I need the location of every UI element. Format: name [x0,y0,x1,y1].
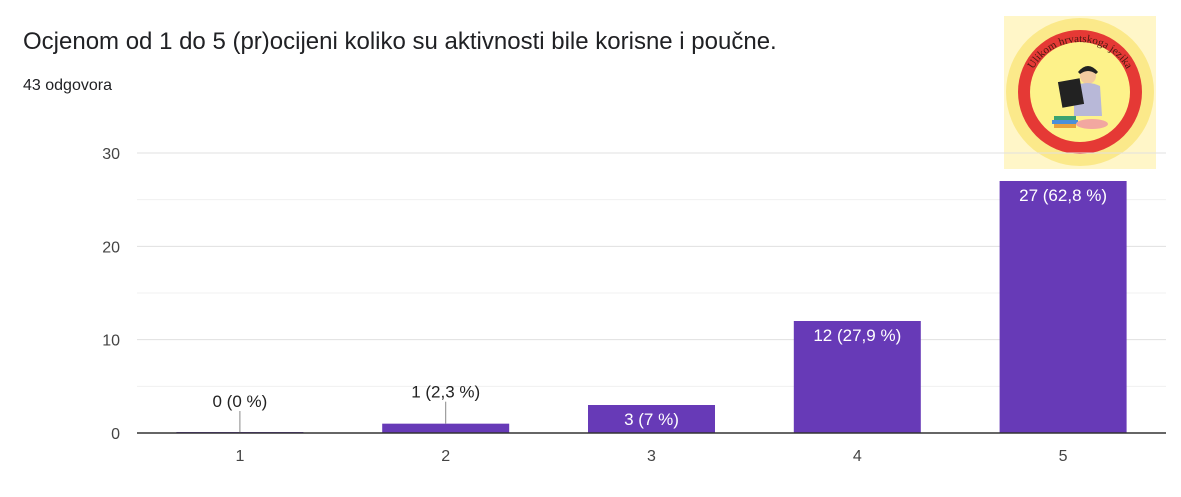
bar [382,423,510,433]
y-tick-label: 30 [102,146,120,163]
x-tick-label: 3 [647,448,656,465]
bar [588,405,715,433]
reader-figure-icon [1052,66,1108,129]
y-tick-label: 20 [102,239,120,256]
data-label: 0 (0 %) [213,392,268,411]
x-tick-label: 5 [1059,448,1068,465]
data-label: 3 (7 %) [624,410,679,429]
x-tick-label: 4 [853,448,862,465]
y-tick-label: 10 [102,333,120,350]
x-tick-label: 1 [235,448,244,465]
data-label: 1 (2,3 %) [411,383,480,402]
bar [793,321,921,433]
data-label: 27 (62,8 %) [1019,186,1107,205]
ulikom-hrvatskoga-jezika-logo: Ulikom hrvatskoga jezika [1004,16,1156,169]
y-tick-label: 0 [111,426,120,443]
bar [999,181,1127,433]
data-label: 12 (27,9 %) [813,326,901,345]
x-tick-label: 2 [441,448,450,465]
response-count: 43 odgovora [23,77,112,94]
question-title: Ocjenom od 1 do 5 (pr)ocijeni koliko su … [23,28,777,55]
